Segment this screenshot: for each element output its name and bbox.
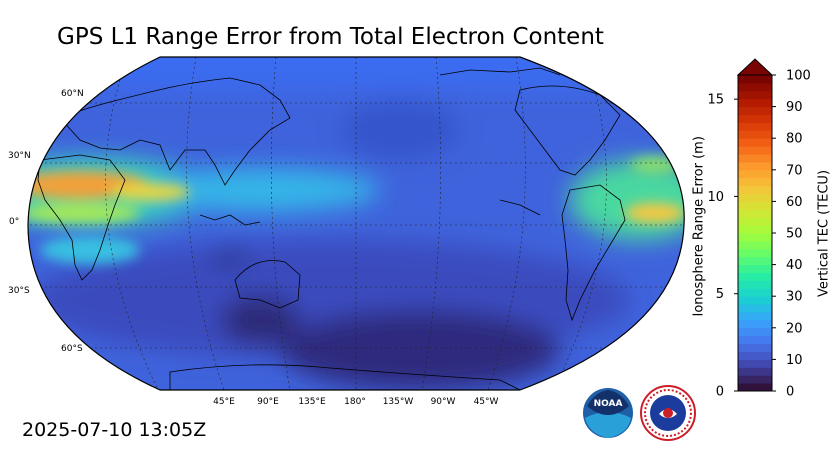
tec-map	[27, 56, 685, 391]
colorbar-band	[738, 75, 772, 84]
nws-logo	[640, 385, 696, 441]
timestamp: 2025-07-10 13:05Z	[22, 419, 207, 441]
colorbar-band	[738, 225, 772, 234]
colorbar-band	[738, 201, 772, 210]
colorbar-band	[738, 161, 772, 171]
colorbar-band	[738, 256, 772, 266]
right-tick-label: 90	[786, 100, 803, 115]
colorbar-band	[738, 359, 772, 368]
left-axis-label: Ionosphere Range Error (m)	[691, 136, 707, 317]
noaa-logo-text: NOAA	[594, 399, 623, 409]
colorbar-band	[738, 106, 772, 115]
coastlines	[37, 67, 626, 390]
right-tick-label: 100	[786, 69, 811, 84]
left-tick-label: 10	[707, 190, 724, 205]
lon-label-90e: 90°E	[257, 397, 279, 407]
colorbar-band	[738, 280, 772, 289]
colorbar-band	[738, 114, 772, 123]
left-tick-label: 0	[716, 385, 724, 400]
colorbar-band	[738, 304, 772, 313]
colorbar-band	[738, 319, 772, 329]
colorbar-band	[738, 240, 772, 250]
colorbar-band	[738, 154, 772, 163]
colorbar-band	[738, 169, 772, 179]
left-tick-label: 15	[707, 93, 724, 108]
colorbar-band	[738, 130, 772, 139]
right-tick-label: 40	[786, 258, 803, 273]
colorbar-band	[738, 233, 772, 242]
lon-label-90w: 90°W	[430, 397, 456, 407]
colorbar-band	[738, 217, 772, 226]
colorbar-band	[738, 146, 772, 155]
right-tick-label: 60	[786, 195, 803, 210]
colorbar-band	[738, 375, 772, 384]
lat-label-30s: 30°S	[8, 286, 30, 296]
colorbar-left-ticks: 0 5 10 15	[707, 93, 738, 400]
colorbar-band	[738, 335, 772, 345]
right-tick-label: 30	[786, 290, 803, 305]
noaa-logo: NOAA	[583, 388, 633, 438]
colorbar-band	[738, 98, 772, 108]
lon-label-135e: 135°E	[298, 397, 326, 407]
right-axis-label: Vertical TEC (TECU)	[816, 169, 832, 298]
colorbar-band	[738, 122, 772, 131]
lon-label-45w: 45°W	[473, 397, 499, 407]
chart-title: GPS L1 Range Error from Total Electron C…	[57, 24, 604, 50]
colorbar-band	[738, 82, 772, 92]
colorbar-band	[738, 272, 772, 281]
colorbar-band	[738, 327, 772, 337]
right-tick-label: 80	[786, 132, 803, 147]
colorbar-band	[738, 138, 772, 147]
colorbar-band	[738, 193, 772, 202]
colorbar-extend-arrow	[736, 58, 774, 76]
colorbar-band	[738, 296, 772, 305]
colorbar-band	[738, 209, 772, 218]
lat-label-60s: 60°S	[61, 344, 83, 354]
right-tick-label: 70	[786, 163, 803, 178]
colorbar-bands	[738, 75, 772, 392]
colorbar-band	[738, 185, 772, 194]
colorbar-band	[738, 288, 772, 297]
colorbar-right-ticks: 0 10 20 30 40 50 60 70 80 90 100	[772, 69, 811, 400]
globe-outline	[27, 56, 685, 391]
lat-label-0: 0°	[9, 217, 20, 227]
lon-label-45e: 45°E	[213, 397, 235, 407]
right-tick-label: 0	[786, 385, 794, 400]
colorbar: 0 5 10 15 0 10 20 30 40 50 60 70 80 90 100	[707, 58, 811, 400]
colorbar-band	[738, 351, 772, 360]
colorbar-band	[738, 177, 772, 187]
colorbar-band	[738, 264, 772, 273]
right-tick-label: 10	[786, 353, 803, 368]
colorbar-band	[738, 383, 772, 392]
colorbar-band	[738, 90, 772, 100]
anomaly-atlantic	[625, 203, 685, 223]
lon-label-135w: 135°W	[382, 397, 414, 407]
lat-label-30n: 30°N	[8, 151, 31, 161]
lat-label-60n: 60°N	[61, 89, 84, 99]
colorbar-band	[738, 312, 772, 321]
right-tick-label: 20	[786, 321, 803, 336]
graticule	[28, 57, 685, 390]
lon-label-180: 180°	[344, 397, 366, 407]
colorbar-band	[738, 367, 772, 376]
colorbar-band	[738, 343, 772, 352]
left-tick-label: 5	[716, 287, 724, 302]
colorbar-band	[738, 248, 772, 258]
right-tick-label: 50	[786, 227, 803, 242]
